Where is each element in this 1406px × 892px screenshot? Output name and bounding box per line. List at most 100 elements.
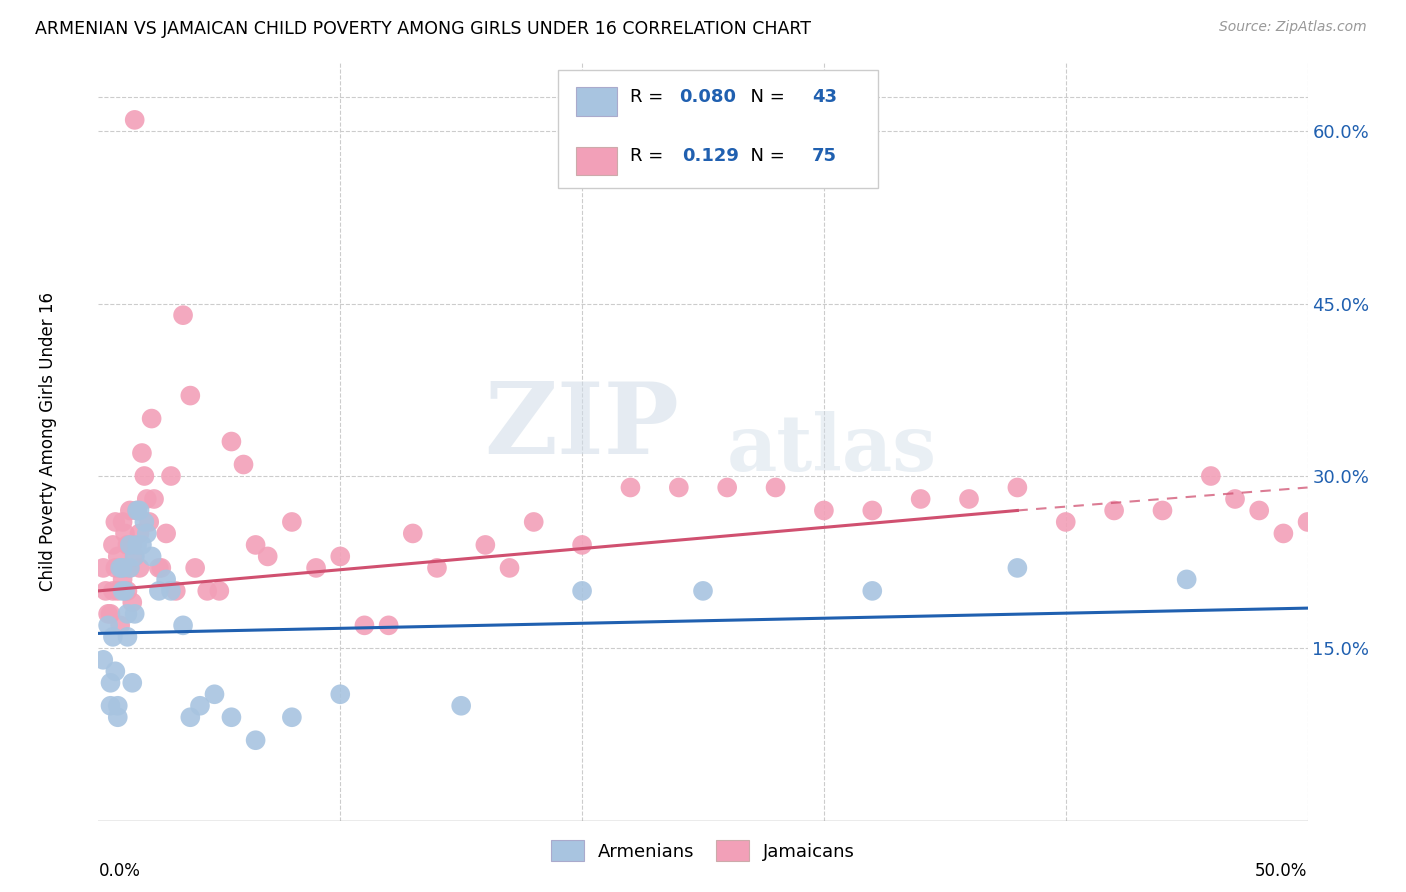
Text: ZIP: ZIP <box>484 378 679 475</box>
Point <box>571 538 593 552</box>
Text: 50.0%: 50.0% <box>1256 863 1308 880</box>
Point <box>108 561 131 575</box>
Point <box>100 675 122 690</box>
Point <box>148 561 170 575</box>
Point <box>1223 491 1246 506</box>
Point <box>329 549 352 564</box>
Point <box>101 538 124 552</box>
Point <box>1152 503 1174 517</box>
Point <box>97 618 120 632</box>
Point <box>329 687 352 701</box>
Point <box>107 698 129 713</box>
Point <box>474 538 496 552</box>
Text: R =: R = <box>630 87 669 105</box>
Point <box>1296 515 1319 529</box>
Point <box>118 561 141 575</box>
Point <box>1102 503 1125 517</box>
Point <box>571 583 593 598</box>
Point <box>124 112 146 127</box>
Point <box>148 583 170 598</box>
Text: 0.129: 0.129 <box>682 147 740 165</box>
Point <box>141 411 163 425</box>
Text: N =: N = <box>740 147 790 165</box>
Point <box>97 607 120 621</box>
Point <box>111 573 134 587</box>
Text: Child Poverty Among Girls Under 16: Child Poverty Among Girls Under 16 <box>38 292 56 591</box>
Text: 43: 43 <box>811 87 837 105</box>
Text: ARMENIAN VS JAMAICAN CHILD POVERTY AMONG GIRLS UNDER 16 CORRELATION CHART: ARMENIAN VS JAMAICAN CHILD POVERTY AMONG… <box>35 20 811 37</box>
Point <box>1007 561 1029 575</box>
Text: Source: ZipAtlas.com: Source: ZipAtlas.com <box>1219 20 1367 34</box>
Point <box>101 630 124 644</box>
Point <box>619 481 641 495</box>
FancyBboxPatch shape <box>558 70 879 187</box>
Point <box>1007 481 1029 495</box>
Point <box>100 607 122 621</box>
Point <box>716 481 738 495</box>
Point <box>128 526 150 541</box>
FancyBboxPatch shape <box>576 87 617 116</box>
Point <box>765 481 787 495</box>
Point <box>117 538 139 552</box>
Point <box>104 665 127 679</box>
Point <box>118 538 141 552</box>
Point <box>160 583 183 598</box>
Point <box>114 583 136 598</box>
Point <box>910 491 932 506</box>
Point <box>104 515 127 529</box>
Point <box>245 733 267 747</box>
Point <box>426 561 449 575</box>
Point <box>107 549 129 564</box>
Point <box>221 434 243 449</box>
Legend: Armenians, Jamaicans: Armenians, Jamaicans <box>544 833 862 869</box>
Point <box>91 561 114 575</box>
Point <box>1199 469 1222 483</box>
Point <box>127 503 149 517</box>
Point <box>128 561 150 575</box>
Point <box>128 503 150 517</box>
Point <box>108 561 131 575</box>
Point <box>100 698 122 713</box>
Point <box>111 583 134 598</box>
Point <box>813 503 835 517</box>
Point <box>179 710 201 724</box>
Point <box>692 583 714 598</box>
Point <box>668 481 690 495</box>
Point <box>1054 515 1077 529</box>
Point <box>353 618 375 632</box>
Point <box>121 675 143 690</box>
Point <box>245 538 267 552</box>
Point <box>1175 573 1198 587</box>
Point <box>305 561 328 575</box>
Point <box>165 583 187 598</box>
Point <box>108 618 131 632</box>
Point <box>860 503 883 517</box>
Point <box>127 538 149 552</box>
Text: R =: R = <box>630 147 675 165</box>
Point <box>135 491 157 506</box>
Point <box>172 308 194 322</box>
Point <box>107 583 129 598</box>
Point <box>1249 503 1271 517</box>
Text: 0.080: 0.080 <box>679 87 735 105</box>
Point <box>117 630 139 644</box>
Point <box>104 561 127 575</box>
Point <box>232 458 254 472</box>
Point <box>131 446 153 460</box>
Point <box>138 515 160 529</box>
Text: N =: N = <box>740 87 790 105</box>
Point <box>498 561 520 575</box>
FancyBboxPatch shape <box>576 147 617 176</box>
Point <box>860 583 883 598</box>
Point <box>135 526 157 541</box>
Point <box>172 618 194 632</box>
Text: 0.0%: 0.0% <box>98 863 141 880</box>
Point <box>160 469 183 483</box>
Point <box>127 503 149 517</box>
Point <box>121 595 143 609</box>
Point <box>450 698 472 713</box>
Point <box>155 526 177 541</box>
Point <box>256 549 278 564</box>
Point <box>131 538 153 552</box>
Point <box>377 618 399 632</box>
